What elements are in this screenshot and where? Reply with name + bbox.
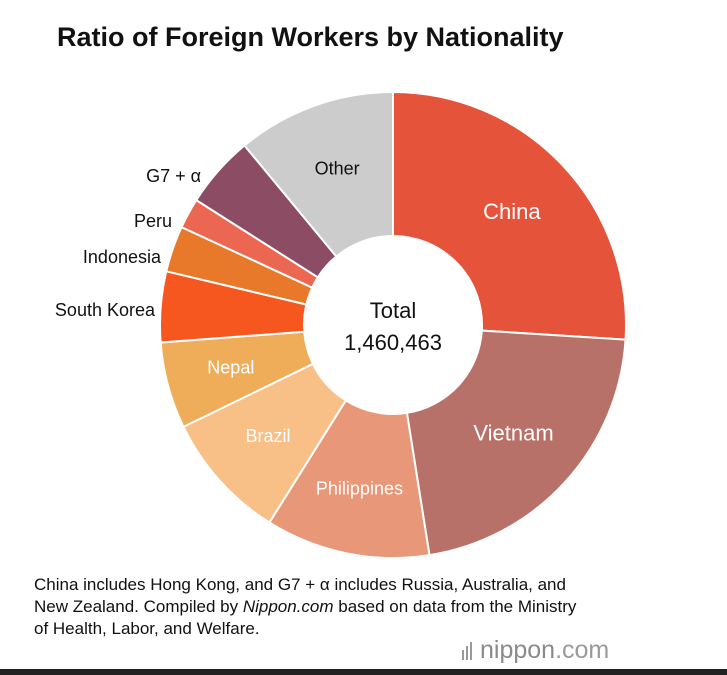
slice-label-other: Other bbox=[315, 159, 360, 179]
slice-label-china: China bbox=[483, 199, 541, 224]
slice-label-south-korea: South Korea bbox=[55, 300, 156, 320]
nippon-logo: nippon .com bbox=[462, 636, 609, 665]
footnote-source: Nippon.com bbox=[242, 597, 334, 616]
logo-suffix: .com bbox=[555, 636, 610, 664]
logo-bars-icon bbox=[462, 641, 472, 660]
chart-title: Ratio of Foreign Workers by Nationality bbox=[57, 22, 564, 52]
slice-label-nepal: Nepal bbox=[207, 358, 254, 378]
center-total-value: 1,460,463 bbox=[344, 330, 442, 355]
slice-label-philippines: Philippines bbox=[316, 478, 403, 498]
center-total-label: Total bbox=[370, 298, 416, 323]
donut-slices bbox=[159, 90, 627, 559]
slice-labels: China Vietnam Philippines Brazil Nepal South … bbox=[55, 159, 554, 499]
slice-label-g7: G7 + α bbox=[146, 166, 201, 186]
donut-hole bbox=[304, 236, 482, 414]
slice-label-peru: Peru bbox=[134, 211, 172, 231]
slice-label-brazil: Brazil bbox=[246, 426, 291, 446]
slice-label-indonesia: Indonesia bbox=[83, 247, 162, 267]
footnote: China includes Hong Kong, and G7 + α inc… bbox=[34, 574, 594, 640]
footnote-text-part1: China includes Hong Kong, and G7 + α inc… bbox=[34, 575, 566, 616]
bottom-border bbox=[0, 669, 727, 675]
logo-brand: nippon bbox=[480, 636, 556, 664]
footnote-text-part2: based on data from the Ministry of Healt… bbox=[34, 597, 577, 638]
slice-label-vietnam: Vietnam bbox=[473, 421, 553, 446]
